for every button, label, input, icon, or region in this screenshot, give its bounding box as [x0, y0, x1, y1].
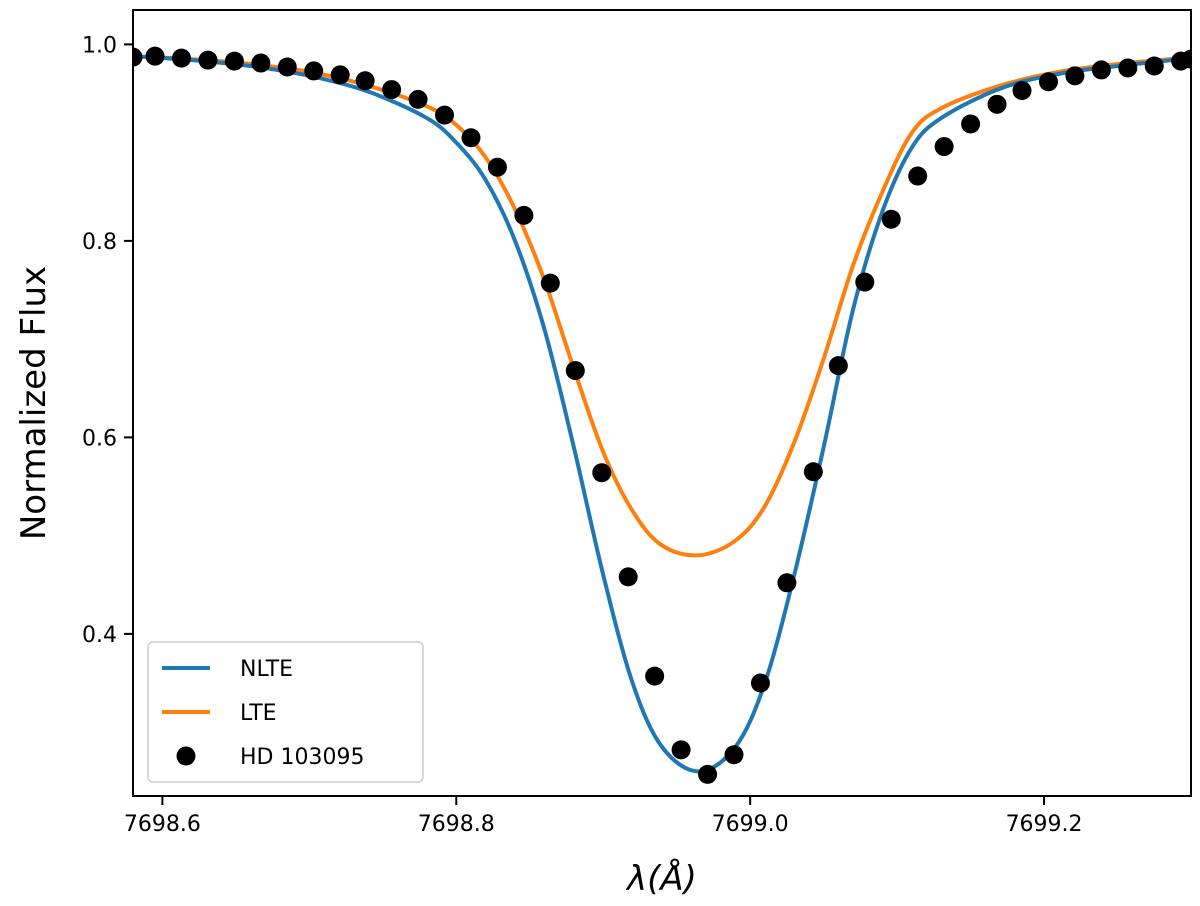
- data-point-hd-103095: [1038, 72, 1058, 92]
- plot-frame: [132, 9, 1192, 797]
- data-point-hd-103095: [828, 356, 848, 376]
- series-layer: [133, 46, 1191, 784]
- data-point-hd-103095: [961, 114, 981, 134]
- data-point-hd-103095: [251, 53, 271, 73]
- data-point-hd-103095: [487, 157, 507, 177]
- data-point-hd-103095: [592, 463, 612, 483]
- legend-swatch-hd-103095: [176, 746, 196, 766]
- data-point-hd-103095: [671, 740, 691, 760]
- data-point-hd-103095: [1091, 60, 1111, 80]
- y-tick-label: 0.4: [82, 623, 117, 648]
- x-tick-label: 7698.8: [418, 812, 495, 837]
- data-point-hd-103095: [540, 273, 560, 293]
- data-point-hd-103095: [1144, 56, 1164, 76]
- legend-label-lte: LTE: [240, 701, 277, 726]
- data-point-hd-103095: [618, 567, 638, 587]
- data-point-hd-103095: [133, 47, 143, 67]
- data-point-hd-103095: [171, 48, 191, 68]
- data-point-hd-103095: [698, 764, 718, 784]
- data-point-hd-103095: [277, 57, 297, 77]
- data-point-hd-103095: [1065, 66, 1085, 86]
- data-point-hd-103095: [330, 65, 350, 85]
- data-point-hd-103095: [408, 89, 428, 109]
- data-point-hd-103095: [1118, 58, 1138, 78]
- x-axis-ticks: 7698.6 7698.8 7699.0 7699.2: [124, 796, 1083, 837]
- data-point-hd-103095: [435, 105, 455, 125]
- data-point-hd-103095: [777, 573, 797, 593]
- data-point-hd-103095: [934, 137, 954, 157]
- y-axis-label: Normalized Flux: [14, 266, 54, 540]
- data-point-hd-103095: [1012, 81, 1032, 101]
- data-point-hd-103095: [908, 166, 928, 186]
- data-point-hd-103095: [987, 94, 1007, 114]
- data-point-hd-103095: [198, 50, 218, 70]
- data-point-hd-103095: [224, 51, 244, 71]
- legend-label-nlte: NLTE: [240, 657, 293, 682]
- x-tick-label: 7699.2: [1006, 812, 1083, 837]
- series-line-lte: [133, 54, 1191, 558]
- data-point-hd-103095: [382, 80, 402, 100]
- y-axis-ticks: 0.4 0.6 0.8 1.0: [82, 33, 133, 648]
- legend-label-hd-103095: HD 103095: [240, 745, 364, 770]
- x-tick-label: 7698.6: [124, 812, 201, 837]
- legend: NLTE LTE HD 103095: [147, 641, 424, 783]
- data-point-hd-103095: [855, 272, 875, 292]
- data-point-hd-103095: [1181, 49, 1191, 69]
- data-point-hd-103095: [355, 71, 375, 91]
- x-tick-label: 7699.0: [712, 812, 789, 837]
- data-point-hd-103095: [750, 673, 770, 693]
- data-point-hd-103095: [881, 209, 901, 229]
- x-axis-label: λ(Å): [625, 858, 697, 899]
- data-point-hd-103095: [145, 46, 165, 66]
- data-point-hd-103095: [461, 128, 481, 148]
- data-point-hd-103095: [645, 666, 665, 686]
- data-point-hd-103095: [724, 745, 744, 765]
- y-tick-label: 0.8: [82, 230, 117, 255]
- series-line-nlte: [133, 54, 1191, 774]
- data-point-hd-103095: [565, 361, 585, 381]
- data-point-hd-103095: [304, 61, 324, 81]
- legend-box: [147, 641, 424, 783]
- y-tick-label: 1.0: [82, 33, 117, 58]
- data-point-hd-103095: [803, 462, 823, 482]
- data-point-hd-103095: [514, 205, 534, 225]
- y-tick-label: 0.6: [82, 426, 117, 451]
